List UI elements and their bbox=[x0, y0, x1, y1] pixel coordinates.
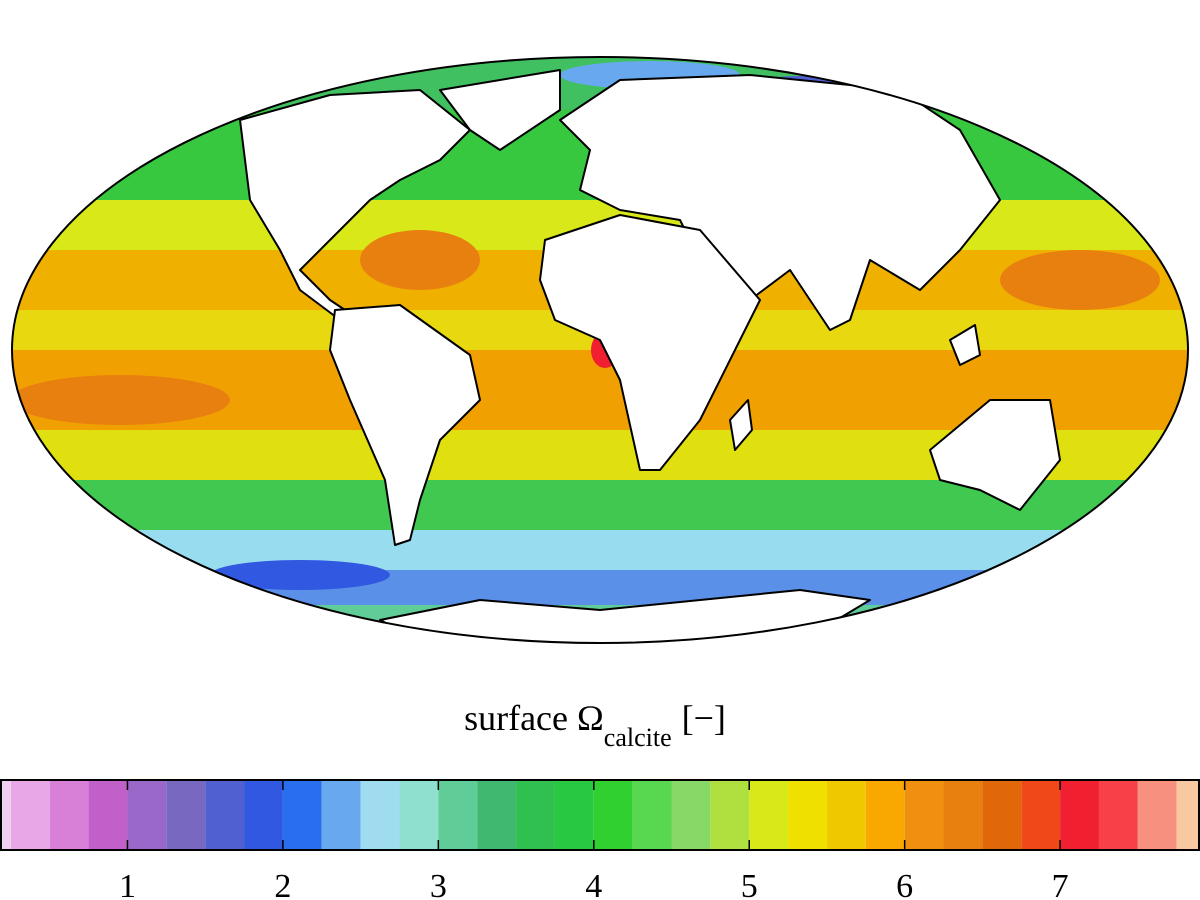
tick-label: 3 bbox=[430, 868, 447, 900]
colorbar-segment bbox=[399, 780, 439, 850]
tick-label: 4 bbox=[585, 868, 602, 900]
tick-label: 1 bbox=[119, 868, 136, 900]
map-outline bbox=[11, 56, 1189, 644]
colorbar-segment bbox=[632, 780, 672, 850]
tick-label: 7 bbox=[1052, 868, 1069, 900]
colorbar-segment bbox=[127, 780, 167, 850]
colorbar-axis: 1 2 3 4 5 6 7 bbox=[0, 779, 1200, 900]
tick-label: 5 bbox=[741, 868, 758, 900]
colorbar-segment bbox=[982, 780, 1022, 850]
colorbar-segment bbox=[826, 780, 866, 850]
colorbar-segment bbox=[554, 780, 594, 850]
colorbar-segment bbox=[1021, 780, 1061, 850]
colorbar-segment bbox=[593, 780, 633, 850]
colorbar-segment bbox=[904, 780, 944, 850]
title-subscript: calcite bbox=[604, 723, 672, 752]
tick-label: 6 bbox=[896, 868, 913, 900]
colorbar bbox=[0, 780, 1200, 850]
map bbox=[12, 57, 1188, 643]
colorbar-segment bbox=[10, 780, 50, 850]
colorbar-segment bbox=[749, 780, 789, 850]
colorbar-segment bbox=[1060, 780, 1099, 850]
colorbar-segment bbox=[671, 780, 711, 850]
colorbar-segment bbox=[710, 780, 750, 850]
colorbar-segment bbox=[1176, 780, 1200, 850]
colorbar-segment bbox=[516, 780, 555, 850]
colorbar-segment bbox=[282, 780, 322, 850]
colorbar-segment bbox=[943, 780, 983, 850]
title-suffix: [−] bbox=[682, 698, 726, 738]
colorbar-segment bbox=[321, 780, 361, 850]
colorbar-frame bbox=[0, 779, 1200, 851]
colorbar-segment bbox=[1137, 780, 1177, 850]
colorbar-segment bbox=[788, 780, 827, 850]
tick-label: 2 bbox=[274, 868, 291, 900]
colorbar-segment bbox=[166, 780, 206, 850]
colorbar-segment bbox=[49, 780, 89, 850]
colorbar-title: surface Ωcalcite [−] bbox=[464, 698, 726, 752]
colorbar-segment bbox=[360, 780, 400, 850]
colorbar-segment bbox=[205, 780, 245, 850]
colorbar-segment bbox=[88, 780, 128, 850]
colorbar-segment bbox=[438, 780, 478, 850]
colorbar-segment bbox=[1098, 780, 1138, 850]
colorbar-segment bbox=[477, 780, 517, 850]
colorbar-segment bbox=[244, 780, 283, 850]
colorbar-segment bbox=[865, 780, 905, 850]
colorbar-segment bbox=[0, 780, 11, 850]
title-main: surface Ω bbox=[464, 698, 604, 738]
